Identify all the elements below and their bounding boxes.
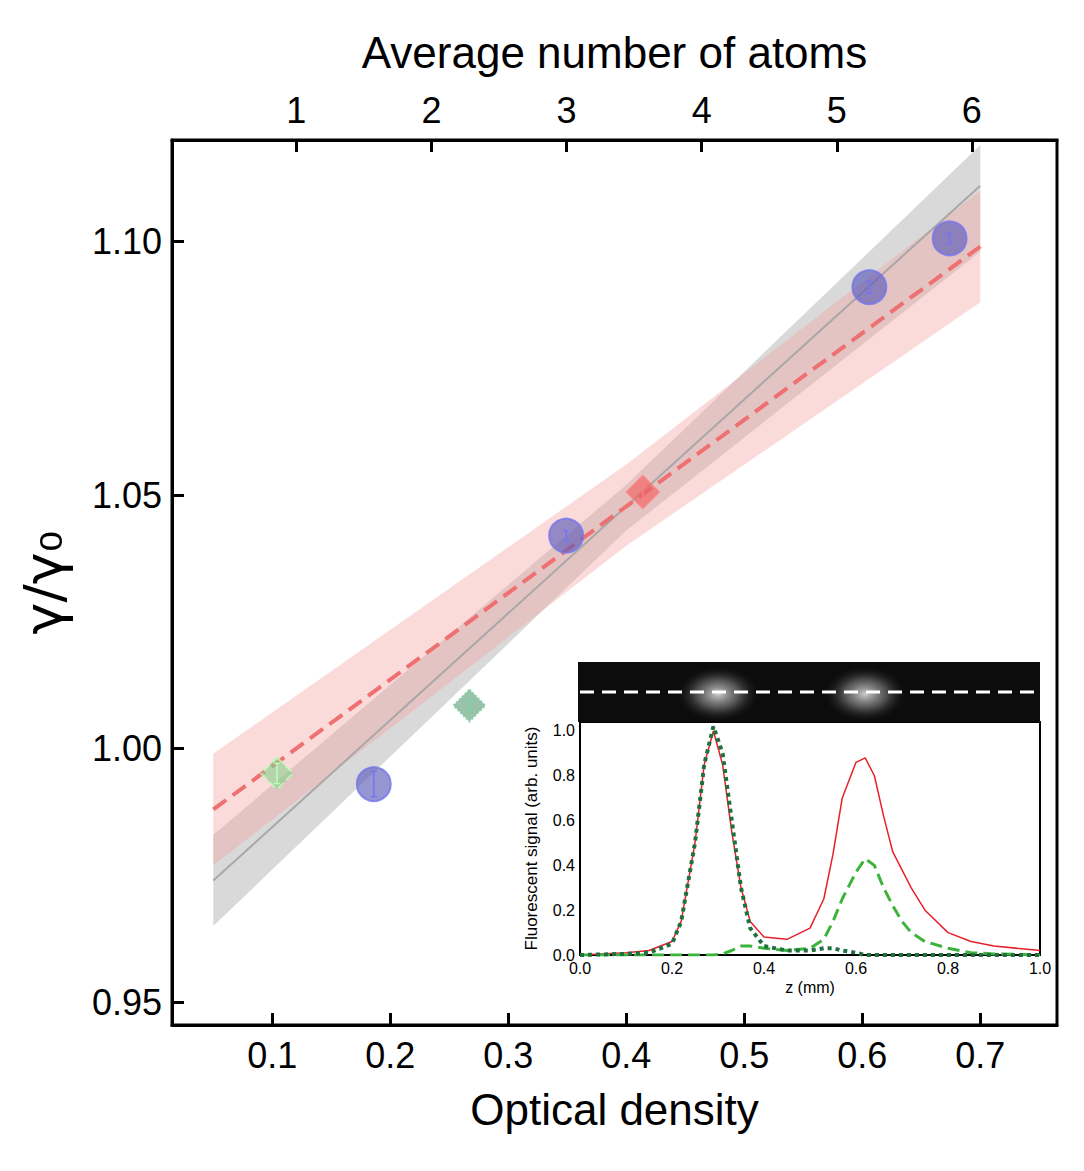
svg-text:0.3: 0.3 [483, 1035, 533, 1076]
svg-text:z (mm): z (mm) [785, 979, 835, 996]
svg-text:0.8: 0.8 [937, 960, 959, 977]
svg-text:0.6: 0.6 [553, 812, 575, 829]
svg-text:Optical density: Optical density [470, 1085, 759, 1134]
svg-text:1.05: 1.05 [92, 475, 162, 516]
svg-text:5: 5 [827, 90, 847, 131]
svg-text:Average number of atoms: Average number of atoms [362, 28, 867, 77]
svg-text:0.1: 0.1 [247, 1035, 297, 1076]
svg-text:γ/γ₀: γ/γ₀ [12, 531, 75, 635]
svg-text:0.95: 0.95 [92, 982, 162, 1023]
svg-text:0.2: 0.2 [365, 1035, 415, 1076]
svg-text:2: 2 [421, 90, 441, 131]
svg-text:3: 3 [557, 90, 577, 131]
svg-text:0.4: 0.4 [753, 960, 775, 977]
svg-text:1.00: 1.00 [92, 728, 162, 769]
svg-text:0.7: 0.7 [955, 1035, 1005, 1076]
svg-text:0.6: 0.6 [837, 1035, 887, 1076]
svg-text:0.8: 0.8 [553, 767, 575, 784]
svg-text:0.4: 0.4 [601, 1035, 651, 1076]
svg-text:6: 6 [962, 90, 982, 131]
svg-text:0.0: 0.0 [569, 960, 591, 977]
svg-text:0.4: 0.4 [553, 857, 575, 874]
svg-text:0.2: 0.2 [553, 902, 575, 919]
svg-text:1.0: 1.0 [1029, 960, 1051, 977]
svg-text:1: 1 [286, 90, 306, 131]
svg-text:4: 4 [692, 90, 712, 131]
svg-text:Fluorescent signal (arb. units: Fluorescent signal (arb. units) [522, 727, 541, 951]
svg-text:0.2: 0.2 [661, 960, 683, 977]
svg-text:1.0: 1.0 [553, 722, 575, 739]
svg-text:0.6: 0.6 [845, 960, 867, 977]
svg-text:0.5: 0.5 [719, 1035, 769, 1076]
svg-text:0.0: 0.0 [552, 946, 575, 964]
svg-text:1.10: 1.10 [92, 221, 162, 262]
